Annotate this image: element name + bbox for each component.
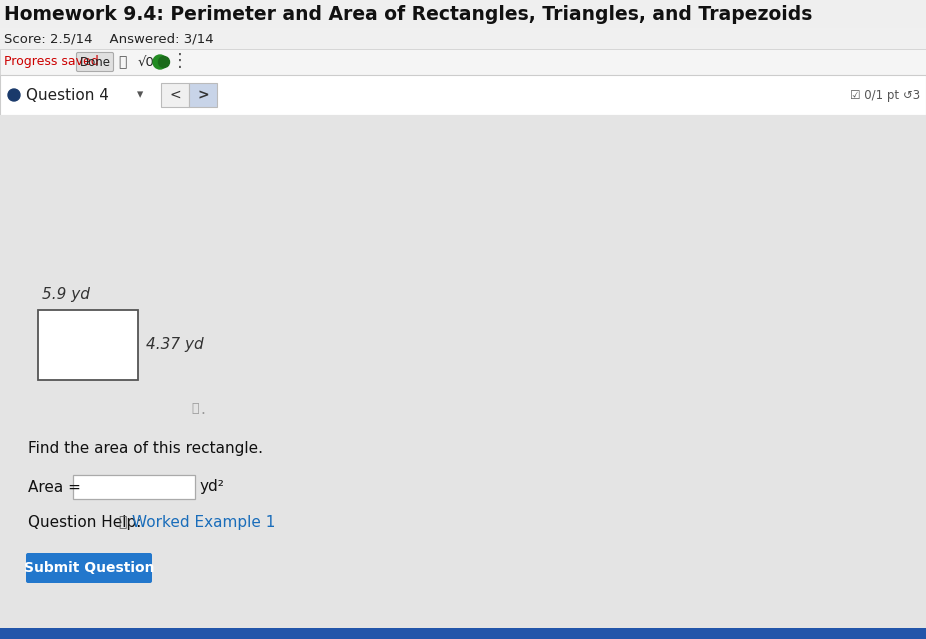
Text: <: < [169,88,181,102]
Text: ⎙: ⎙ [118,55,126,69]
Circle shape [8,89,20,101]
Text: Find the area of this rectangle.: Find the area of this rectangle. [28,440,263,456]
Text: ⋮: ⋮ [171,52,189,70]
Text: Homework 9.4: Perimeter and Area of Rectangles, Triangles, and Trapezoids: Homework 9.4: Perimeter and Area of Rect… [4,4,812,24]
FancyBboxPatch shape [0,0,926,28]
Text: ☑ 0/1 pt ↺3: ☑ 0/1 pt ↺3 [850,88,920,102]
FancyBboxPatch shape [0,75,926,115]
Text: yd²: yd² [200,479,225,495]
Text: .: . [201,403,206,417]
Text: Done: Done [80,56,110,68]
FancyBboxPatch shape [77,52,114,72]
FancyBboxPatch shape [0,28,926,49]
Text: Question Help:: Question Help: [28,514,142,530]
Text: Area =: Area = [28,479,81,495]
Text: 📄: 📄 [118,515,126,529]
Text: Progress saved: Progress saved [4,56,99,68]
FancyBboxPatch shape [0,115,926,639]
Text: 4.37 yd: 4.37 yd [146,337,204,353]
FancyBboxPatch shape [161,83,189,107]
FancyBboxPatch shape [189,83,217,107]
Text: >: > [197,88,208,102]
Text: Score: 2.5/14    Answered: 3/14: Score: 2.5/14 Answered: 3/14 [4,32,214,45]
Text: Submit Question: Submit Question [24,561,155,575]
Circle shape [153,55,167,69]
Text: 5.9 yd: 5.9 yd [42,286,90,302]
Text: ▾: ▾ [137,88,144,102]
FancyBboxPatch shape [73,475,195,499]
Text: Worked Example 1: Worked Example 1 [132,514,275,530]
FancyBboxPatch shape [0,49,926,75]
FancyBboxPatch shape [0,628,926,639]
Circle shape [158,56,169,68]
Bar [38,310,138,380]
Text: Question 4: Question 4 [26,88,109,102]
Text: 🔍: 🔍 [192,401,199,415]
FancyBboxPatch shape [26,553,152,583]
Text: √0: √0 [138,56,155,68]
